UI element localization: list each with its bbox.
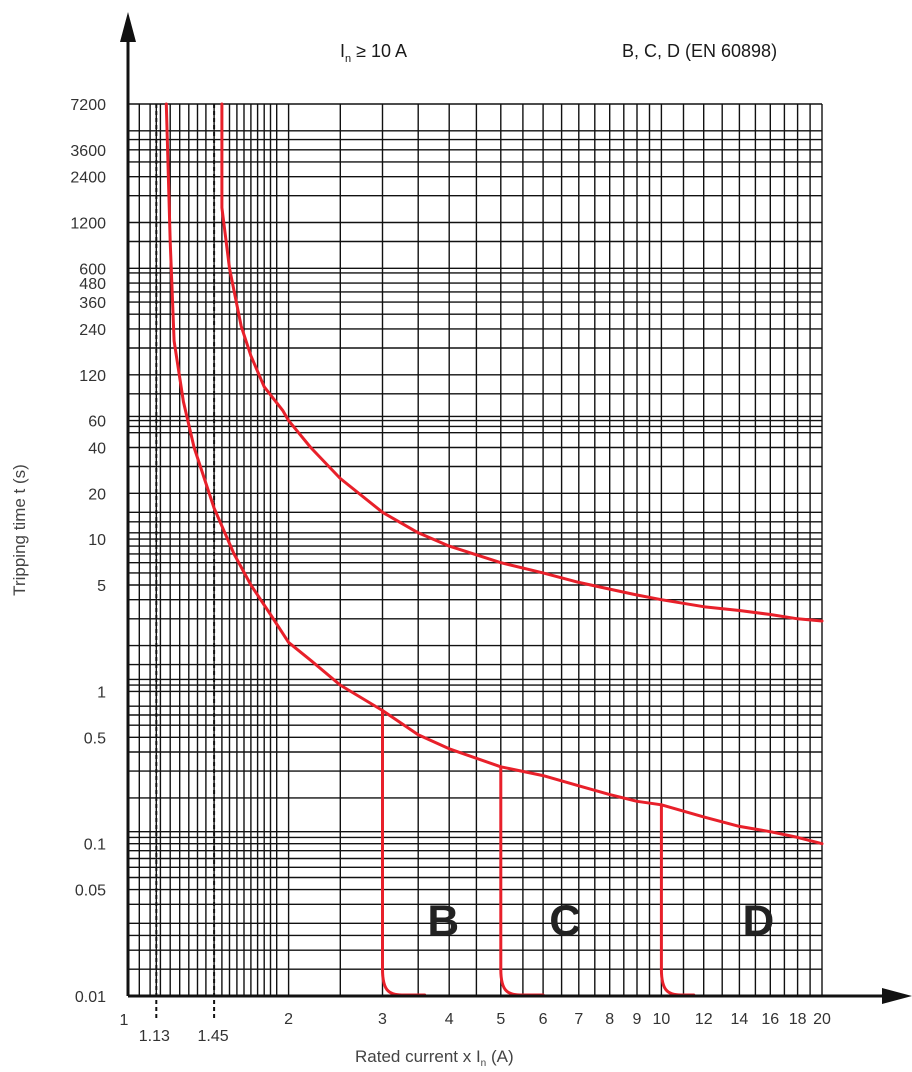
tick-labels: 1 1.13 1.45 2 3 4 5 6 7 8 9 10 12 14 16 18 20 7200 3600 240…: [70, 97, 831, 1045]
y-tick-label: 1200: [70, 216, 106, 233]
x-axis-arrow-icon: [882, 988, 912, 1004]
y-tick-label: 10: [88, 532, 106, 549]
curve-label-D: D: [743, 896, 775, 945]
y-tick-label: 360: [79, 295, 106, 312]
x-axis-title: Rated current x In (A): [355, 1047, 514, 1069]
tripping-curve: [164, 102, 824, 846]
x-tick-label: 9: [633, 1011, 642, 1028]
curve-label-B: B: [427, 896, 459, 945]
curve-label-C: C: [549, 896, 581, 945]
y-tick-label: 3600: [70, 143, 106, 160]
y-tick-label: 20: [88, 486, 106, 503]
y-tick-label: 40: [88, 441, 106, 458]
y-tick-label: 0.01: [75, 989, 106, 1006]
y-tick-label: 0.1: [84, 837, 106, 854]
y-tick-label: 7200: [70, 97, 106, 114]
x-tick-label: 5: [496, 1011, 505, 1028]
x-tick-label: 10: [653, 1011, 671, 1028]
y-axis-title: Tripping time t (s): [10, 464, 29, 596]
x-tick-label: 1.45: [198, 1028, 229, 1045]
x-tick-label: 7: [574, 1011, 583, 1028]
y-tick-label: 240: [79, 322, 106, 339]
x-tick-label: 1.13: [139, 1028, 170, 1045]
instantaneous-trip-D: [659, 803, 696, 997]
y-tick-label: 60: [88, 414, 106, 431]
x-tick-label: 8: [605, 1011, 614, 1028]
x-tick-label: 20: [813, 1011, 831, 1028]
y-tick-label: 2400: [70, 170, 106, 187]
x-tick-label: 4: [445, 1011, 454, 1028]
x-tick-label: 1: [120, 1012, 129, 1029]
y-tick-label: 120: [79, 368, 106, 385]
y-axis-arrow-icon: [120, 12, 136, 42]
tripping-curve: [220, 102, 824, 623]
chart-title-standard: B, C, D (EN 60898): [622, 41, 777, 61]
x-tick-label: 2: [284, 1011, 293, 1028]
chart-title-rating: In ≥ 10 A: [340, 41, 407, 65]
curve-labels: B C D: [427, 896, 774, 945]
x-tick-label: 12: [695, 1011, 713, 1028]
x-tick-label: 14: [731, 1011, 749, 1028]
reference-lines: [155, 104, 216, 1018]
y-tick-label: 600: [79, 261, 106, 278]
y-tick-label: 0.05: [75, 883, 106, 900]
y-tick-label: 0.5: [84, 730, 106, 747]
x-tick-label: 6: [539, 1011, 548, 1028]
y-tick-label: 1: [97, 684, 106, 701]
y-tick-label: 5: [97, 578, 106, 595]
instantaneous-trip-C: [499, 765, 545, 997]
x-tick-label: 3: [378, 1011, 387, 1028]
x-tick-label: 16: [761, 1011, 779, 1028]
x-tick-label: 18: [789, 1011, 807, 1028]
axes: [120, 12, 912, 1004]
y-tick-label: 480: [79, 276, 106, 293]
